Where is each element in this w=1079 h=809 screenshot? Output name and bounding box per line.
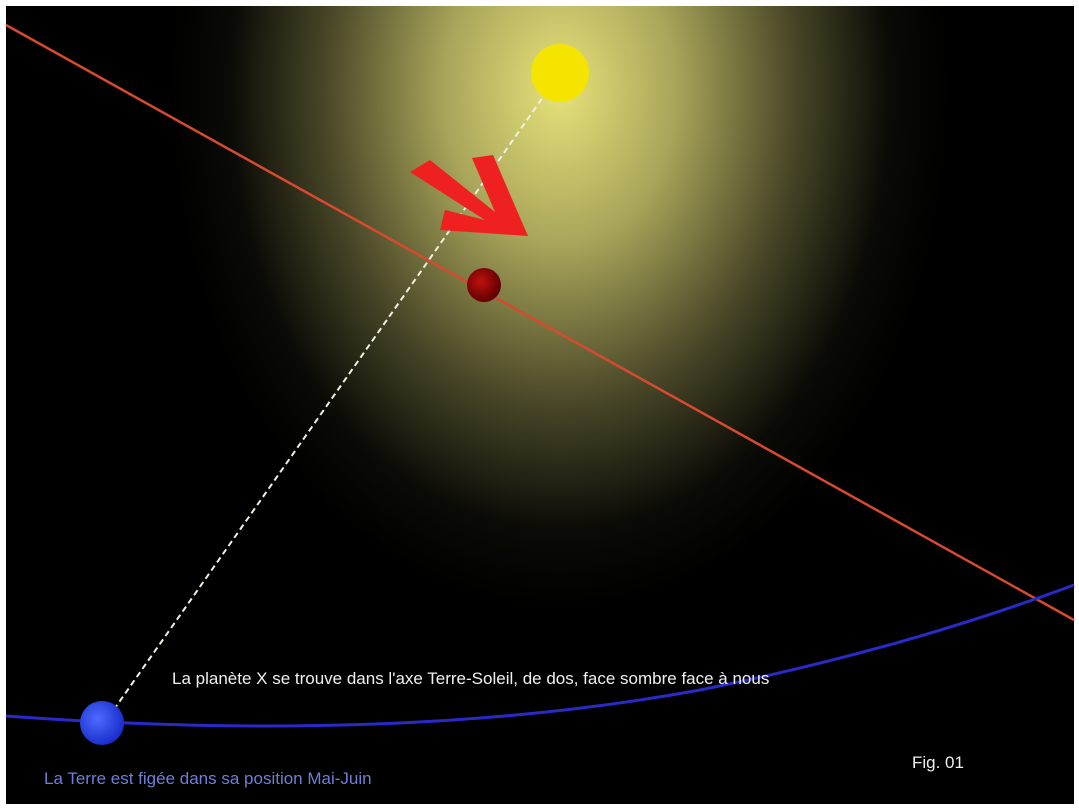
planet-x-orbit <box>5 23 1075 622</box>
earth <box>80 701 124 745</box>
direction-arrow <box>410 155 528 236</box>
sun <box>531 44 589 102</box>
earth-orbit <box>5 583 1075 728</box>
earth-note: La Terre est figée dans sa position Mai-… <box>44 769 372 788</box>
caption: La planète X se trouve dans l'axe Terre-… <box>172 669 769 688</box>
figure-label: Fig. 01 <box>912 753 964 772</box>
planet-x <box>467 268 501 302</box>
sun-glow <box>6 6 1074 804</box>
